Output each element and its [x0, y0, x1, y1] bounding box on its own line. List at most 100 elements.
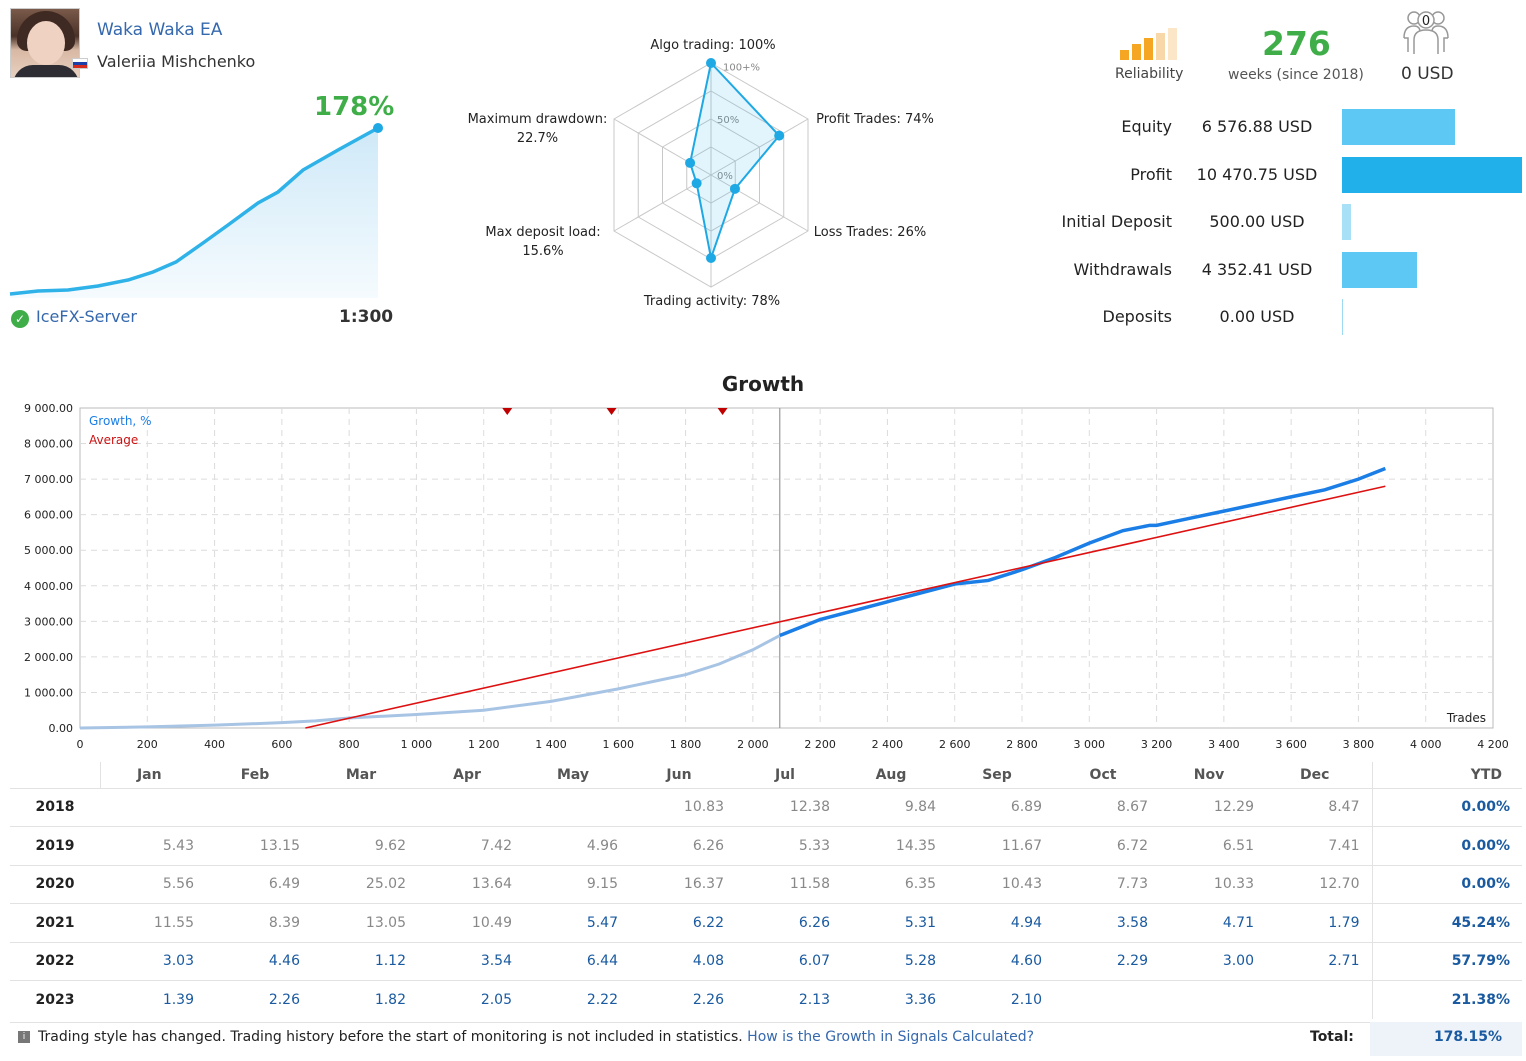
- table-header-month: Sep: [982, 766, 1012, 783]
- table-row: 2019 5.43 13.15 9.62 7.42 4.96 6.26 5.33 14.35 11…: [10, 826, 1522, 865]
- table-cell-month: 9.84: [842, 787, 948, 827]
- mini-chart-line: [9, 126, 379, 296]
- table-cell-month: 12.38: [736, 787, 842, 827]
- radar-ring-label: 50%: [717, 115, 739, 126]
- x-tick-label: 3 800: [1343, 738, 1375, 751]
- x-tick-label: 3 600: [1275, 738, 1307, 751]
- x-tick-label: 1 600: [603, 738, 635, 751]
- subscribers-value: 0 USD: [1401, 64, 1454, 84]
- table-cell-month: 1.39: [100, 980, 206, 1019]
- table-cell-month: 6.35: [842, 864, 948, 904]
- subscribers-count: 0: [1422, 14, 1430, 29]
- table-cell-month: 13.15: [206, 826, 312, 865]
- table-cell-month: 3.36: [842, 980, 948, 1019]
- table-cell-month: [1266, 980, 1372, 1019]
- table-cell-ytd: 45.24%: [1371, 903, 1522, 942]
- event-marker: [502, 408, 513, 415]
- x-tick-label: 1 200: [468, 738, 500, 751]
- legend-average: Average: [89, 433, 138, 447]
- table-cell-month: 10.49: [418, 903, 524, 942]
- y-tick-label: 3 000.00: [24, 615, 73, 628]
- stat-label-withdrawals: Withdrawals: [1073, 260, 1172, 279]
- table-cell-month: 6.89: [948, 787, 1054, 827]
- chart-grid: [80, 408, 1493, 728]
- table-header-month: Jan: [99, 762, 206, 788]
- leverage-value: 1:300: [339, 307, 394, 327]
- table-row: 2022 3.03 4.46 1.12 3.54 6.44 4.08 6.07 5.28 4.60…: [10, 941, 1522, 981]
- x-tick-label: 2 800: [1006, 738, 1038, 751]
- table-cell-month: 7.41: [1266, 826, 1372, 865]
- stat-value-profit: 10 470.75 USD: [1196, 165, 1318, 184]
- table-cell-month: [524, 787, 630, 827]
- total-label: Total:: [1310, 1029, 1354, 1045]
- radar-label-drawdown: Maximum drawdown: 22.7%: [467, 112, 608, 146]
- table-cell-month: 7.73: [1054, 864, 1160, 904]
- table-cell-month: 11.55: [100, 903, 206, 942]
- table-cell-month: 12.70: [1266, 864, 1372, 904]
- table-header-month: Apr: [453, 766, 481, 783]
- table-cell-month: 5.56: [100, 864, 206, 904]
- x-tick-label: 4 000: [1410, 738, 1442, 751]
- x-tick-label: 3 400: [1208, 738, 1240, 751]
- y-tick-label: 4 000.00: [24, 580, 73, 593]
- author-name: Valeriia Mishchenko: [97, 52, 256, 71]
- growth-history-line: [79, 634, 781, 730]
- y-tick-label: 7 000.00: [24, 473, 73, 486]
- stat-label-profit: Profit: [1130, 165, 1172, 184]
- y-tick-label: 1 000.00: [24, 686, 73, 699]
- table-cell-month: 7.42: [418, 826, 524, 865]
- table-header-month: Feb: [240, 766, 270, 783]
- table-header-month: May: [556, 766, 590, 783]
- table-cell-month: 10.43: [948, 864, 1054, 904]
- total-value: 178.15%: [1433, 1029, 1502, 1045]
- table-cell-month: 2.29: [1054, 941, 1160, 981]
- radar-point: [691, 178, 702, 189]
- server-name-link[interactable]: IceFX-Server: [36, 307, 137, 326]
- radar-point: [685, 157, 696, 168]
- table-cell-year: 2022: [10, 941, 100, 981]
- radar-point: [774, 130, 785, 141]
- table-header-month: Mar: [345, 766, 377, 783]
- author-avatar[interactable]: [10, 8, 80, 78]
- growth-calculation-link[interactable]: How is the Growth in Signals Calculated?: [747, 1029, 1035, 1045]
- y-tick-label: 8 000.00: [24, 438, 73, 451]
- table-row: 2020 5.56 6.49 25.02 13.64 9.15 16.37 11.58 6.35…: [10, 864, 1522, 904]
- stat-value-withdrawals: 4 352.41 USD: [1201, 260, 1313, 279]
- table-cell-month: [100, 787, 206, 827]
- stat-label-equity: Equity: [1121, 117, 1172, 136]
- table-cell-month: 10.33: [1160, 864, 1266, 904]
- total-cell: [1370, 1022, 1522, 1056]
- reliability-bars-icon: [1120, 28, 1177, 60]
- table-cell-month: 5.33: [736, 826, 842, 865]
- x-tick-label: 4 200: [1477, 738, 1509, 751]
- growth-chart-title: Growth: [721, 372, 805, 396]
- radar-value-polygon: [689, 60, 781, 262]
- plot-area: [79, 407, 1494, 729]
- table-cell-month: 3.00: [1160, 941, 1266, 981]
- growth-chart[interactable]: 0.00 1 000.00 2 000.00 3 000.00 4 000.00 5 00…: [0, 398, 1526, 758]
- table-row: 2021 11.55 8.39 13.05 10.49 5.47 6.22 6.26 5.31 4…: [10, 903, 1522, 942]
- x-tick-label: 400: [204, 738, 225, 751]
- table-cell-ytd: 57.79%: [1371, 941, 1522, 981]
- growth-series-line: [779, 466, 1386, 638]
- table-cell-month: 6.26: [736, 903, 842, 942]
- x-tick-label: 1 400: [535, 738, 567, 751]
- table-header-month: Jul: [775, 766, 795, 783]
- radar-ring-label: 0%: [717, 171, 733, 182]
- stat-value-equity: 6 576.88 USD: [1201, 117, 1313, 136]
- table-cell-month: 8.47: [1266, 787, 1372, 827]
- table-cell-month: 3.58: [1054, 903, 1160, 942]
- table-cell-month: 1.12: [312, 941, 418, 981]
- radar-point: [706, 252, 716, 263]
- table-header-month: Aug: [875, 766, 907, 783]
- table-cell-month: [206, 787, 312, 827]
- x-axis-label: Trades: [1446, 711, 1486, 725]
- table-cell-month: 1.79: [1266, 903, 1372, 942]
- weeks-count: 276: [1262, 24, 1331, 63]
- table-cell-month: 14.35: [842, 826, 948, 865]
- y-tick-label: 5 000.00: [24, 544, 73, 557]
- russia-flag-icon: [72, 58, 88, 69]
- signal-name-link[interactable]: Waka Waka EA: [97, 20, 223, 40]
- table-header-month: Nov: [1193, 766, 1225, 783]
- monthly-growth-table: Jan Feb Mar Apr May Jun Jul Aug Sep Oct Nov Dec YTD …: [10, 762, 1522, 1019]
